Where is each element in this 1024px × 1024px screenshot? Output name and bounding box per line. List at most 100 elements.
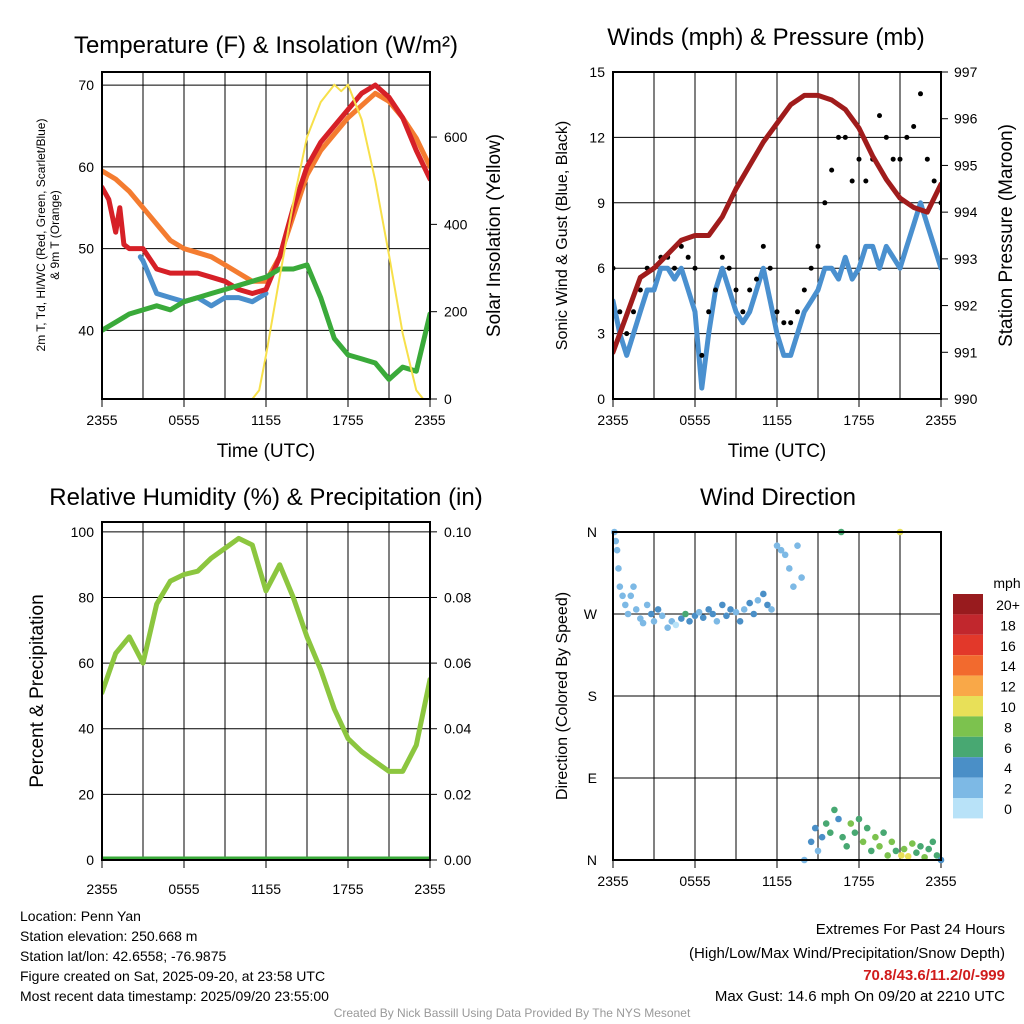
colorbar-swatch [953,777,983,798]
gust-point [637,287,643,293]
max-gust-text: Max Gust: 14.6 mph On 09/20 at 2210 UTC [714,988,1005,1005]
direction-point [777,546,785,554]
y-tick-label: 60 [78,655,94,671]
y-tick-label: 12 [589,129,605,145]
y-tick-label: 60 [78,159,94,175]
x-axis-label: Time (UTC) [728,441,827,462]
gust-point [685,254,691,260]
direction-point [764,601,771,609]
direction-point [921,853,928,861]
y-tick-label: E [588,770,597,786]
x-axis-label: Time (UTC) [217,441,316,462]
x-tick-label: 1755 [843,873,874,889]
gust-point [747,287,753,293]
gust-point [781,320,787,326]
direction-point [863,824,871,832]
direction-point [904,853,912,860]
x-tick-label: 0555 [679,412,710,428]
direction-point [672,621,680,629]
x-tick-label: 0555 [679,873,710,889]
direction-point [727,606,734,613]
location-text: Location: Penn Yan [20,908,141,924]
direction-point [682,610,689,618]
direction-point [719,601,726,609]
y-tick-label: 9 [597,195,605,211]
extremes-values: 70.8/43.6/11.2/0/-999 [863,967,1005,984]
direction-point [658,612,666,620]
direction-point [619,592,626,600]
created-text: Figure created on Sat, 2025-09-20, at 23… [20,968,326,984]
direction-point [746,599,753,607]
y-tick-label: 0 [597,391,605,407]
direction-point [639,619,647,627]
gust-point [877,113,882,119]
elevation-text: Station elevation: 250.668 m [20,928,198,944]
gust-point [788,320,794,326]
y2-tick-label: 992 [954,298,978,314]
colorbar-label: 10 [1000,699,1016,715]
gust-point [883,134,889,140]
plot-frame [101,521,431,861]
direction-point [736,617,744,625]
colorbar-swatch [953,655,983,676]
direction-point [740,606,748,613]
direction-point [872,833,879,841]
direction-point [754,597,762,604]
direction-point [709,610,717,618]
direction-point [818,833,826,841]
y-axis-label: Sonic Wind & Gust (Blue, Black) [554,121,571,350]
gust-point [829,167,835,173]
x-tick-label: 1155 [251,881,281,897]
x-tick-label: 1755 [332,412,363,428]
colorbar-label: 18 [1000,617,1016,633]
gust-point [733,287,739,293]
y2-tick-label: 0.06 [444,655,471,671]
series-line-pressure [613,92,941,355]
y2-tick-label: 400 [444,216,468,232]
direction-point [622,601,629,609]
direction-point [898,852,905,859]
y2-tick-label: 0.02 [444,786,471,802]
station-info: Location: Penn Yan Station elevation: 25… [20,906,329,1006]
gust-point [617,309,623,315]
colorbar-swatch [953,757,983,778]
gust-point [808,265,814,271]
series-line-2m-t [102,82,430,296]
gust-point [713,287,718,293]
direction-point [768,606,775,613]
gust-point [767,265,773,271]
colorbar-label: 8 [1004,719,1012,735]
direction-point [695,608,703,616]
direction-point [760,590,767,598]
direction-point [794,542,801,549]
direction-point [781,551,789,559]
x-tick-label: 1155 [762,873,792,889]
chart-title: Temperature (F) & Insolation (W/m²) [74,32,458,59]
direction-point [699,614,707,621]
gust-point [706,309,712,315]
direction-point [686,617,693,625]
y2-axis-label: Station Pressure (Maroon) [996,124,1017,347]
colorbar-title: mph [993,575,1020,591]
x-tick-label: 2355 [597,873,628,889]
recent-data-text: Most recent data timestamp: 2025/09/20 2… [20,988,329,1004]
direction-point [773,542,781,549]
colorbar-swatch [953,696,983,717]
y-tick-label: 0 [86,852,94,868]
chart-title: Winds (mph) & Pressure (mb) [607,24,924,51]
plot-frame [612,531,942,861]
direction-point [847,820,855,827]
gust-point [815,243,821,249]
chart-title: Wind Direction [700,484,856,511]
direction-point [868,847,875,855]
x-tick-label: 0555 [168,881,199,897]
direction-point [822,820,830,827]
x-tick-label: 1155 [251,412,281,428]
gust-point [760,243,766,249]
direction-point [855,815,863,823]
direction-point [929,838,937,846]
gust-point [624,331,630,337]
colorbar-swatch [953,594,983,615]
